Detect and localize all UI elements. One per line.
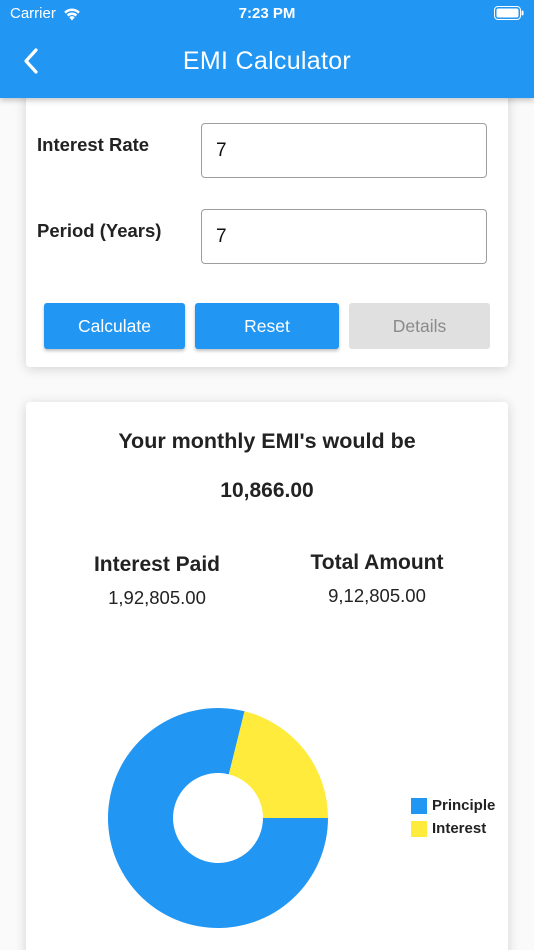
pie-slice-interest — [228, 711, 328, 818]
total-amount-stat: Total Amount 9,12,805.00 — [277, 551, 477, 607]
emi-donut-chart — [107, 708, 328, 928]
legend-swatch — [411, 797, 427, 814]
details-button[interactable]: Details — [349, 303, 490, 349]
interest-rate-label: Interest Rate — [37, 134, 150, 155]
pie-slice-principle — [107, 708, 328, 928]
battery-icon — [494, 6, 524, 20]
carrier-info: Carrier — [10, 5, 82, 22]
period-input[interactable] — [201, 209, 487, 264]
calculate-button[interactable]: Calculate — [44, 303, 185, 349]
interest-paid-value: 1,92,805.00 — [108, 587, 206, 608]
legend-swatch — [411, 820, 427, 837]
chart-legend: Principle Interest — [411, 794, 495, 840]
legend-label: Principle — [432, 797, 496, 814]
legend-item-principle: Principle — [411, 794, 495, 817]
legend-item-interest: Interest — [411, 817, 495, 840]
back-button[interactable] — [14, 44, 48, 78]
chevron-left-icon — [24, 48, 38, 74]
emi-value: 10,866.00 — [220, 479, 314, 502]
status-bar: Carrier 7:23 PM — [0, 0, 534, 28]
interest-paid-label: Interest Paid — [93, 553, 221, 576]
carrier-label: Carrier — [10, 5, 56, 22]
total-amount-label: Total Amount — [310, 551, 444, 574]
status-time: 7:23 PM — [238, 5, 296, 22]
page-title: EMI Calculator — [182, 47, 352, 75]
app-bar: Carrier 7:23 PM EMI Calculator — [0, 0, 534, 98]
period-label: Period (Years) — [37, 220, 162, 241]
total-amount-value: 9,12,805.00 — [328, 585, 426, 606]
legend-label: Interest — [432, 820, 487, 837]
result-card: Your monthly EMI's would be 10,866.00 In… — [26, 402, 508, 950]
wifi-icon — [64, 8, 80, 20]
input-card: Interest Rate Period (Years) Calculate R… — [26, 70, 508, 367]
interest-rate-input[interactable] — [201, 123, 487, 178]
interest-paid-stat: Interest Paid 1,92,805.00 — [57, 553, 257, 609]
reset-button[interactable]: Reset — [195, 303, 339, 349]
emi-heading: Your monthly EMI's would be — [118, 429, 416, 453]
